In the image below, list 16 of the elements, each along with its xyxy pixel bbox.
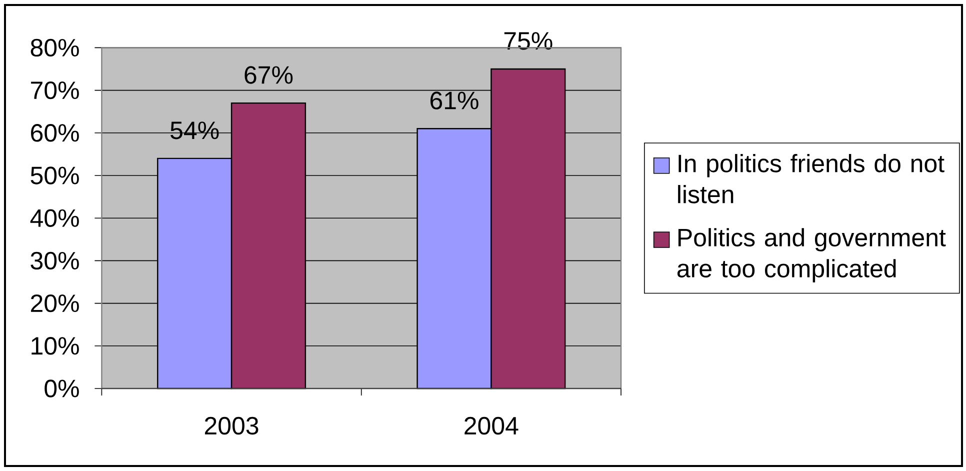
x-tick-label: 2004 [464, 416, 518, 435]
legend-label: In politics friends do not listen [678, 154, 944, 204]
y-tick-label: 10% [32, 337, 79, 355]
x-tick-label: 2003 [204, 416, 258, 435]
y-tick-label: 60% [31, 124, 79, 142]
y-tick-label: 30% [30, 252, 79, 270]
legend-label: Politics and government are too complicated [677, 228, 946, 282]
y-tick-label: 70% [31, 81, 79, 100]
y-tick-label: 50% [30, 166, 79, 184]
data-label: 61% [430, 92, 478, 110]
y-tick-label: 40% [30, 209, 79, 227]
y-tick-label: 80% [30, 38, 79, 57]
y-tick-label: 0% [44, 380, 79, 398]
data-label: 75% [504, 32, 552, 50]
y-tick-label: 20% [31, 294, 79, 312]
data-label: 67% [244, 66, 293, 84]
